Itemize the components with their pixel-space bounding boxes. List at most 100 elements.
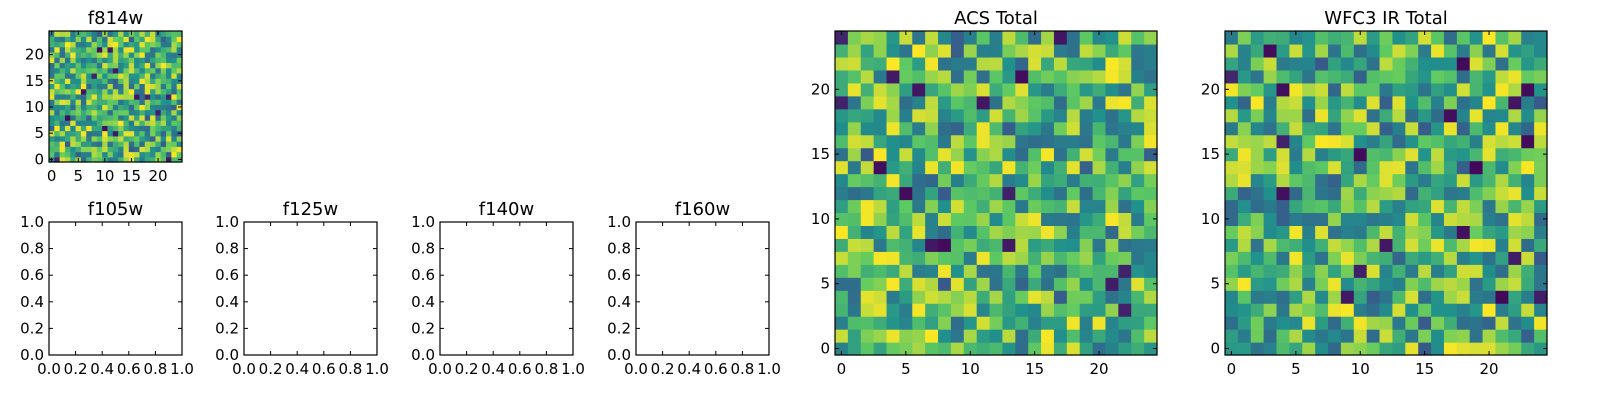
heatmap-cell	[171, 67, 178, 74]
heatmap-cell	[1028, 43, 1042, 58]
heatmap-cell	[1405, 82, 1419, 97]
heatmap-cell	[899, 56, 913, 71]
heatmap-cell	[938, 147, 952, 162]
heatmap-cell	[1015, 147, 1029, 162]
heatmap-cell	[75, 151, 82, 158]
heatmap-cell	[86, 114, 93, 121]
heatmap-cell	[1353, 225, 1368, 239]
heatmap-cell	[1379, 199, 1394, 214]
heatmap-cell	[1250, 147, 1265, 162]
heatmap-cell	[1302, 121, 1316, 136]
heatmap-cell	[1379, 69, 1394, 84]
heatmap-cell	[1250, 69, 1265, 84]
heatmap-cell	[1418, 69, 1432, 84]
heatmap-cell	[1508, 82, 1522, 97]
heatmap-cell	[1469, 264, 1484, 278]
heatmap-cell	[1225, 173, 1239, 188]
heatmap-cell	[1482, 173, 1497, 188]
heatmap-cell	[1053, 303, 1068, 317]
heatmap-cell	[1315, 316, 1329, 330]
heatmap-cell	[1456, 277, 1471, 291]
heatmap-cell	[1353, 31, 1368, 45]
heatmap-cell	[86, 31, 93, 37]
heatmap-cell	[847, 95, 862, 110]
heatmap-cell	[107, 114, 114, 121]
heatmap-cell	[102, 93, 109, 100]
heatmap-cell	[1379, 43, 1394, 58]
heatmap-cell	[91, 67, 98, 74]
heatmap-cell	[128, 146, 135, 153]
x-tick-label: 0.0	[37, 360, 61, 378]
heatmap-cell	[155, 109, 162, 116]
heatmap-cell	[134, 146, 141, 153]
heatmap-cell	[1328, 160, 1342, 175]
heatmap-cell	[1079, 225, 1094, 239]
heatmap-cell	[102, 36, 109, 43]
heatmap-cell	[80, 46, 87, 53]
heatmap-cell	[1276, 95, 1290, 110]
heatmap-cell	[160, 120, 167, 126]
heatmap-cell	[1105, 316, 1119, 330]
heatmap-cell	[1443, 134, 1458, 149]
heatmap-cell	[1379, 342, 1394, 356]
heatmap-cell	[1495, 199, 1509, 214]
heatmap-cell	[1079, 264, 1094, 278]
heatmap-cell	[70, 151, 77, 158]
heatmap-cell	[1118, 186, 1132, 201]
heatmap-cell	[166, 104, 172, 111]
heatmap-cell	[1328, 316, 1342, 330]
heatmap-cell	[963, 290, 978, 304]
heatmap-cell	[1276, 121, 1290, 136]
heatmap-cell	[847, 147, 862, 162]
y-tick-label: 5	[34, 124, 44, 142]
heatmap-cell	[989, 238, 1004, 252]
heatmap-cell	[171, 88, 178, 95]
heatmap-cell	[123, 72, 130, 79]
heatmap-cell	[1418, 251, 1432, 265]
heatmap-cell	[963, 225, 978, 239]
heatmap-cell	[1144, 134, 1158, 149]
heatmap-cell	[835, 31, 849, 45]
heatmap-cell	[912, 277, 926, 291]
heatmap-cell	[873, 199, 888, 214]
heatmap-cell	[1418, 160, 1432, 175]
heatmap-cell	[1353, 56, 1368, 71]
heatmap-cell	[96, 36, 103, 43]
heatmap-cell	[1079, 173, 1094, 188]
heatmap-cell	[976, 186, 991, 201]
heatmap-cell	[160, 83, 167, 90]
heatmap-cell	[75, 88, 82, 95]
heatmap-cell	[86, 57, 93, 64]
heatmap-cell	[989, 290, 1004, 304]
heatmap-cell	[96, 104, 103, 111]
axes-frame	[635, 221, 770, 356]
heatmap-cell	[118, 31, 125, 37]
heatmap-cell	[54, 57, 61, 64]
heatmap-cell	[112, 99, 119, 105]
heatmap-cell	[1015, 342, 1029, 356]
heatmap-cell	[102, 41, 109, 48]
heatmap-cell	[899, 82, 913, 97]
heatmap-cell	[139, 156, 146, 163]
heatmap-cell	[1521, 238, 1535, 252]
heatmap-cell	[1118, 225, 1132, 239]
heatmap-cell	[144, 51, 151, 58]
heatmap-cell	[1534, 43, 1548, 58]
heatmap-cell	[49, 141, 55, 147]
heatmap-cell	[171, 72, 178, 79]
heatmap-cell	[1092, 290, 1107, 304]
heatmap-cell	[1131, 186, 1145, 201]
heatmap-cell	[886, 225, 900, 239]
heatmap-cell	[847, 69, 862, 84]
heatmap-cell	[976, 238, 991, 252]
heatmap-cell	[1521, 277, 1535, 291]
heatmap-cell	[134, 46, 141, 53]
heatmap-cell	[1131, 69, 1145, 84]
heatmap-cell	[989, 95, 1004, 110]
heatmap-cell	[1002, 238, 1016, 252]
heatmap-cell	[976, 95, 991, 110]
heatmap-cell	[1225, 121, 1239, 136]
heatmap-cell	[1508, 134, 1522, 149]
heatmap-cell	[1392, 251, 1406, 265]
heatmap-cell	[860, 290, 875, 304]
